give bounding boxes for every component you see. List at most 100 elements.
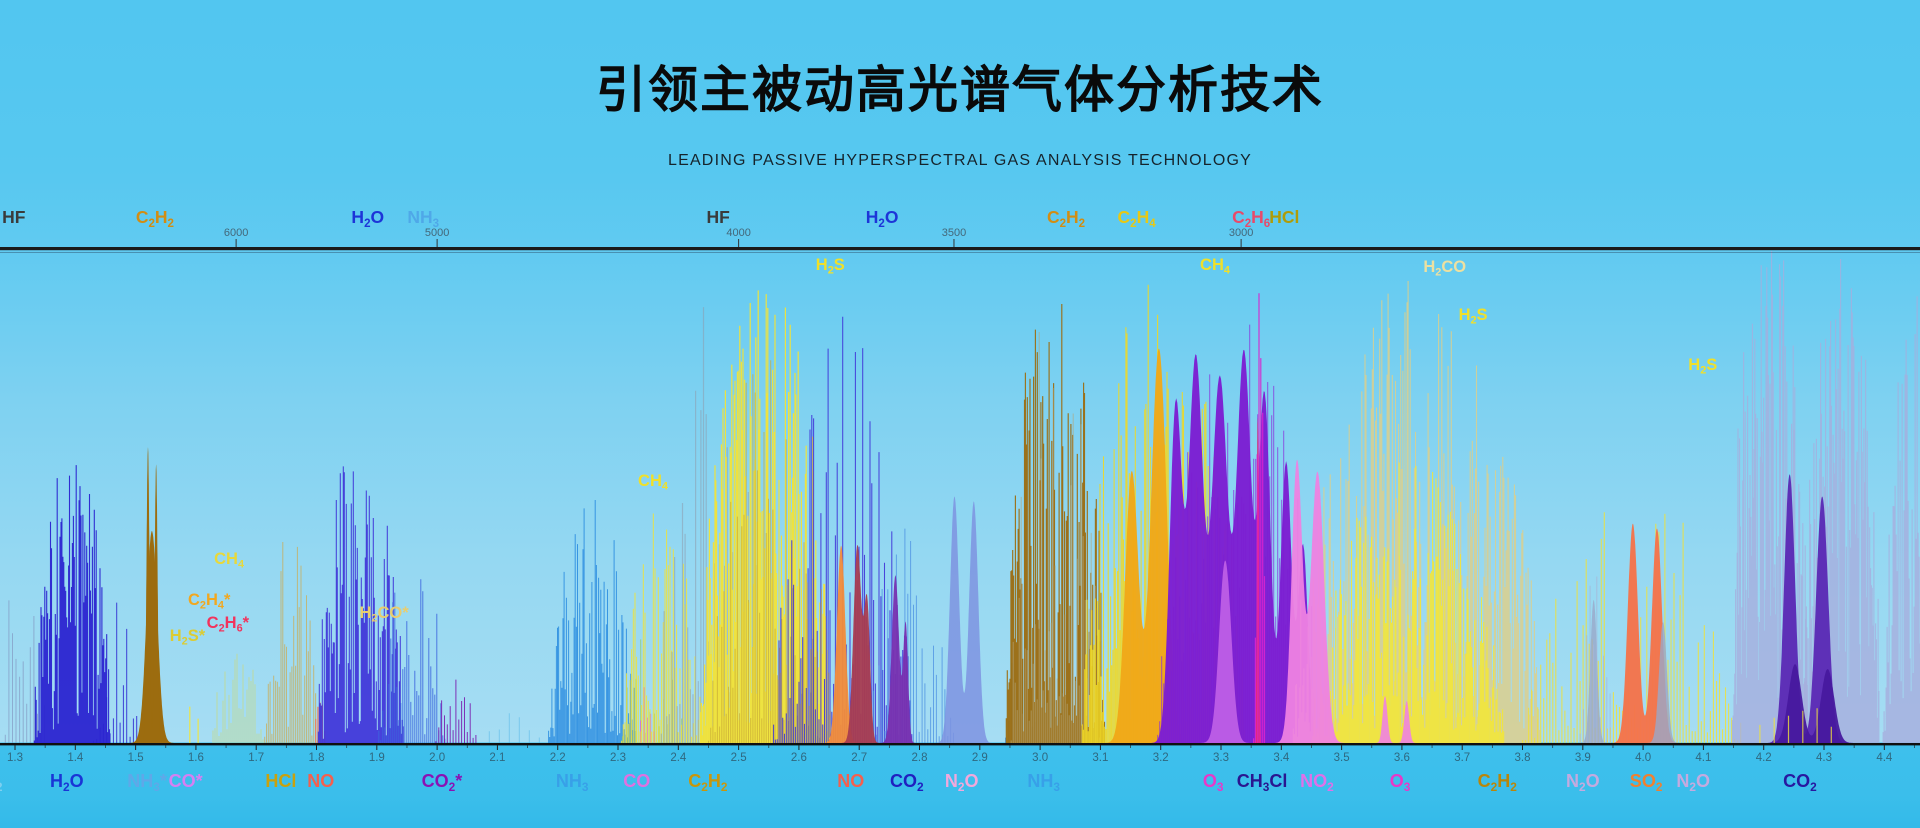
gas-label-c2h2: C2H2 <box>1047 207 1085 230</box>
top-tick-label: 6000 <box>224 227 248 239</box>
band-maroon-hump-2.7 <box>841 545 880 743</box>
bottom-tick-label: 1.9 <box>369 752 385 764</box>
gas-label-h2o: H2O <box>50 771 84 794</box>
gas-label-nh3: NH3 <box>556 771 589 794</box>
page-title: 引领主被动高光谱气体分析技术 <box>596 62 1324 118</box>
bottom-tick-label: 4.0 <box>1635 752 1651 764</box>
gas-label-so2: SO2 <box>1630 771 1663 794</box>
gas-label-c2h2: C2H2 <box>1478 771 1518 794</box>
gas-label-h2co: H2CO <box>1423 258 1466 279</box>
bottom-tick-label: 4.2 <box>1756 752 1772 764</box>
band-pink-no2-3.45 <box>1275 459 1344 743</box>
bottom-tick-label: 2.3 <box>610 752 626 764</box>
gas-label-c2h6star: C2H6* <box>207 614 250 635</box>
gas-label-co2star: CO2* <box>422 771 463 794</box>
gas-label-c2h4star: C2H4* <box>188 591 231 612</box>
gas-label-no2: NO2 <box>1300 771 1334 794</box>
bottom-tick-label: 3.8 <box>1515 752 1531 764</box>
band-pink-small-3.6 <box>1375 696 1417 743</box>
bottom-tick-label: 2.5 <box>731 752 747 764</box>
bottom-tick-label: 1.4 <box>67 752 84 764</box>
gas-label-o2: O2 <box>0 771 3 794</box>
band-yellow-thin-1.59 <box>189 706 199 743</box>
top-axis-line <box>0 247 1920 251</box>
top-tick-label: 3500 <box>942 227 966 239</box>
band-deeppurple-4.28 <box>1768 664 1855 743</box>
bottom-tick-label: 2.8 <box>912 752 928 764</box>
band-khaki-hcl-1.76 <box>264 542 318 743</box>
bottom-tick-label: 4.4 <box>1876 752 1893 764</box>
band-magenta-spikes-3.36 <box>1253 293 1266 743</box>
top-tick-label: 5000 <box>425 227 449 239</box>
gas-label-h2sstar: H2S* <box>170 627 206 648</box>
gas-label-o3: O3 <box>1390 771 1411 794</box>
bottom-tick-label: 2.4 <box>670 752 687 764</box>
gas-label-h2o: H2O <box>866 207 899 230</box>
band-yellow-ch4-2.37 <box>621 513 703 743</box>
gas-label-nh3: NH3 <box>1027 771 1060 794</box>
bottom-tick-label: 3.3 <box>1213 752 1229 764</box>
bottom-tick-label: 1.8 <box>309 752 325 764</box>
gas-label-n2o: N2O <box>1566 771 1600 794</box>
gas-label-h2s: H2S <box>816 256 845 277</box>
bottom-tick-label: 2.2 <box>550 752 566 764</box>
gas-label-hcl: HCl <box>265 771 296 791</box>
band-brown-spikes-1.52 <box>141 447 163 743</box>
band-blue-h2o-1.38 <box>33 465 111 743</box>
gas-label-ch3cl: CH3Cl <box>1237 771 1288 794</box>
gas-label-h2o: H2O <box>351 207 384 230</box>
bottom-axis-line <box>0 743 1920 746</box>
band-orchid-inner-3.31 <box>1201 560 1250 743</box>
gas-label-c2h6: C2H6 <box>1232 207 1270 230</box>
gas-label-h2s: H2S <box>1688 356 1717 377</box>
bottom-tick-label: 2.0 <box>429 752 445 764</box>
gas-label-costar: CO* <box>169 771 203 791</box>
bottom-tick-label: 3.9 <box>1575 752 1591 764</box>
band-purple-co2-2.03 <box>435 679 477 743</box>
gas-label-hcl: HCl <box>1269 207 1299 227</box>
bottom-tick-label: 1.5 <box>128 752 144 764</box>
top-axis-line-2 <box>0 252 1920 253</box>
bottom-tick-label: 3.4 <box>1273 752 1290 764</box>
band-palegreen-1.67 <box>212 653 264 743</box>
band-brown-base-1.52 <box>130 531 174 743</box>
gas-label-no: NO <box>307 771 334 791</box>
page-subtitle: LEADING PASSIVE HYPERSPECTRAL GAS ANALYS… <box>667 152 1253 169</box>
bottom-tick-label: 4.3 <box>1816 752 1832 764</box>
band-orange-hump-2.67 <box>824 545 858 743</box>
gas-label-co2: CO2 <box>890 771 924 794</box>
band-purple-main-3.33 <box>1151 349 1323 743</box>
band-valley-2.1 <box>488 713 540 743</box>
gas-label-c2h2: C2H2 <box>136 207 174 230</box>
band-periwinkle-edge-4.45 <box>1882 296 1920 743</box>
bottom-tick-label: 1.3 <box>7 752 23 764</box>
gas-label-n2o: N2O <box>945 771 979 794</box>
bottom-tick-label: 2.9 <box>972 752 988 764</box>
band-cornflower-2.87 <box>936 496 992 743</box>
band-orchid-2.35 <box>640 687 655 743</box>
gas-label-ch4: CH4 <box>214 550 244 571</box>
bottom-tick-label: 3.2 <box>1153 752 1169 764</box>
bottom-tick-label: 3.6 <box>1394 752 1410 764</box>
bottom-tick-label: 3.7 <box>1454 752 1470 764</box>
gas-label-nh3star: NH3* <box>127 771 167 794</box>
gas-label-o3: O3 <box>1203 771 1224 794</box>
gas-label-h2s: H2S <box>1459 306 1488 327</box>
bottom-tick-label: 2.7 <box>851 752 867 764</box>
gas-label-co: CO <box>623 771 650 791</box>
gas-label-c2h4: C2H4 <box>1118 207 1157 230</box>
gas-label-c2h2: C2H2 <box>688 771 728 794</box>
bottom-tick-label: 3.5 <box>1334 752 1350 764</box>
bottom-tick-label: 1.6 <box>188 752 204 764</box>
band-yellow-specks-4.25 <box>1759 708 1832 743</box>
gas-label-n2o: N2O <box>1676 771 1710 794</box>
gas-label-no: NO <box>837 771 864 791</box>
gas-label-hf: HF <box>2 207 26 227</box>
band-azure-nh3-2.25 <box>548 500 636 743</box>
gas-label-hf: HF <box>706 207 730 227</box>
bottom-tick-label: 2.1 <box>489 752 505 764</box>
gas-label-ch4: CH4 <box>638 472 668 493</box>
bottom-tick-label: 4.1 <box>1695 752 1711 764</box>
